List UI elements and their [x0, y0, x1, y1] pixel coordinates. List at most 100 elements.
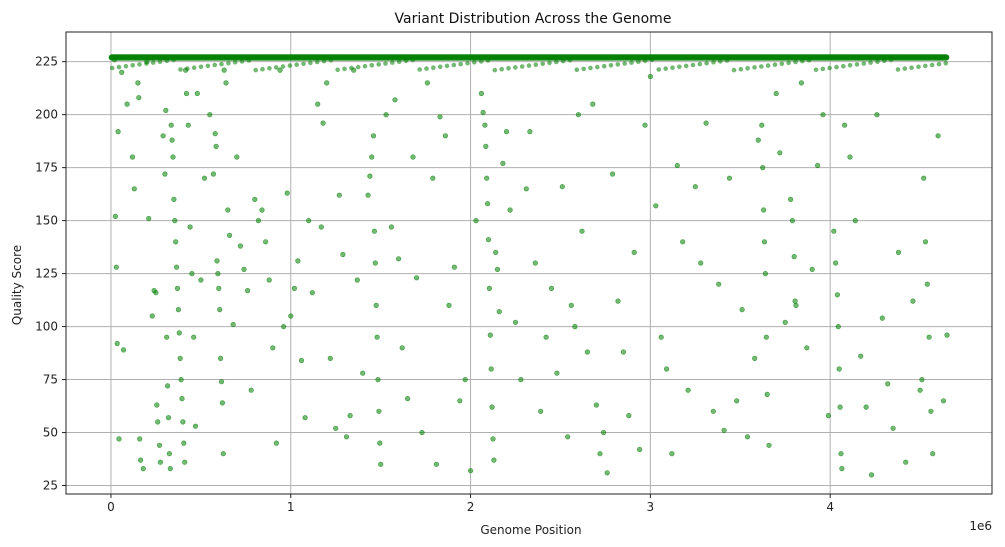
data-point: [183, 90, 190, 97]
data-point: [168, 122, 174, 128]
data-point: [215, 271, 221, 277]
y-tick-label: 225: [35, 55, 58, 69]
near-top-point: [212, 62, 217, 68]
data-point: [852, 218, 858, 224]
data-point: [442, 133, 449, 139]
near-top-point: [902, 66, 908, 71]
data-point: [166, 451, 172, 457]
data-point: [336, 192, 342, 198]
data-point: [343, 434, 350, 440]
data-point: [565, 434, 571, 440]
data-point: [832, 260, 839, 266]
data-point: [626, 413, 632, 419]
near-top-point: [410, 57, 416, 63]
near-top-point: [861, 61, 867, 66]
data-point: [755, 137, 761, 143]
data-point: [837, 404, 843, 410]
y-tick-label: 100: [35, 320, 58, 334]
near-top-point: [246, 58, 252, 63]
data-point: [658, 334, 664, 340]
y-tick-label: 125: [35, 267, 58, 281]
data-point: [270, 345, 276, 351]
data-point: [926, 334, 932, 340]
data-point: [174, 264, 180, 270]
data-point: [944, 332, 950, 338]
near-top-point: [396, 59, 402, 64]
near-top-point: [718, 59, 723, 64]
near-top-point: [909, 65, 914, 70]
near-top-point: [287, 63, 293, 68]
data-point: [777, 150, 783, 156]
near-top-point: [444, 63, 450, 69]
data-point: [370, 133, 377, 139]
near-top-point: [219, 61, 224, 67]
data-point: [636, 446, 643, 453]
data-point: [793, 302, 799, 309]
data-point: [831, 228, 837, 234]
data-point: [259, 207, 265, 213]
data-point: [176, 330, 182, 336]
data-point: [153, 290, 159, 296]
data-point: [593, 402, 600, 408]
data-point: [468, 468, 474, 474]
data-point: [182, 459, 188, 465]
data-point: [462, 377, 468, 383]
near-top-point: [759, 64, 764, 69]
data-point: [120, 347, 127, 353]
data-point: [217, 307, 223, 313]
data-point: [252, 196, 258, 202]
near-top-point: [314, 59, 320, 65]
near-top-point: [731, 67, 737, 73]
data-point: [347, 413, 353, 419]
data-point: [804, 345, 810, 351]
near-top-point: [601, 63, 607, 69]
data-point: [863, 404, 869, 410]
data-point: [149, 313, 155, 319]
data-point: [175, 307, 181, 313]
data-point: [716, 281, 722, 287]
data-point: [288, 313, 294, 319]
data-point: [940, 398, 947, 404]
near-top-point: [936, 61, 942, 67]
data-point: [490, 436, 496, 442]
data-point: [388, 224, 395, 230]
data-point: [245, 288, 251, 294]
data-point: [590, 101, 596, 107]
data-point: [457, 398, 463, 404]
data-point: [218, 379, 225, 385]
near-top-point: [335, 67, 341, 73]
data-point: [930, 451, 936, 457]
near-top-point: [929, 62, 935, 68]
data-point: [791, 254, 797, 260]
data-point: [114, 340, 120, 347]
data-point: [631, 249, 637, 255]
near-top-point: [697, 61, 703, 67]
data-point: [230, 321, 236, 328]
near-top-point: [513, 65, 518, 70]
data-point: [234, 154, 240, 160]
near-top-point: [895, 67, 901, 72]
near-top-point: [144, 61, 149, 66]
data-point: [298, 357, 305, 364]
near-top-point: [588, 65, 593, 71]
data-point: [759, 122, 765, 128]
data-point: [792, 298, 798, 304]
data-point: [451, 264, 458, 270]
data-point: [512, 319, 519, 325]
near-top-point: [649, 57, 655, 63]
ticks-layer: 0 1 2 3 4 25 50 75 100 125 150 175 200 225: [35, 55, 834, 514]
near-top-point: [355, 64, 361, 70]
near-top-point: [854, 62, 860, 67]
near-top-point: [458, 61, 464, 67]
data-point: [674, 162, 680, 169]
data-point: [483, 143, 489, 149]
y-tick-label: 25: [43, 479, 58, 493]
plot-frame: [65, 31, 993, 495]
data-point: [163, 107, 169, 113]
data-point: [762, 271, 769, 277]
data-point: [473, 218, 479, 224]
data-point: [488, 366, 494, 372]
data-point: [309, 290, 315, 296]
data-point: [430, 175, 436, 181]
data-point: [579, 228, 585, 234]
